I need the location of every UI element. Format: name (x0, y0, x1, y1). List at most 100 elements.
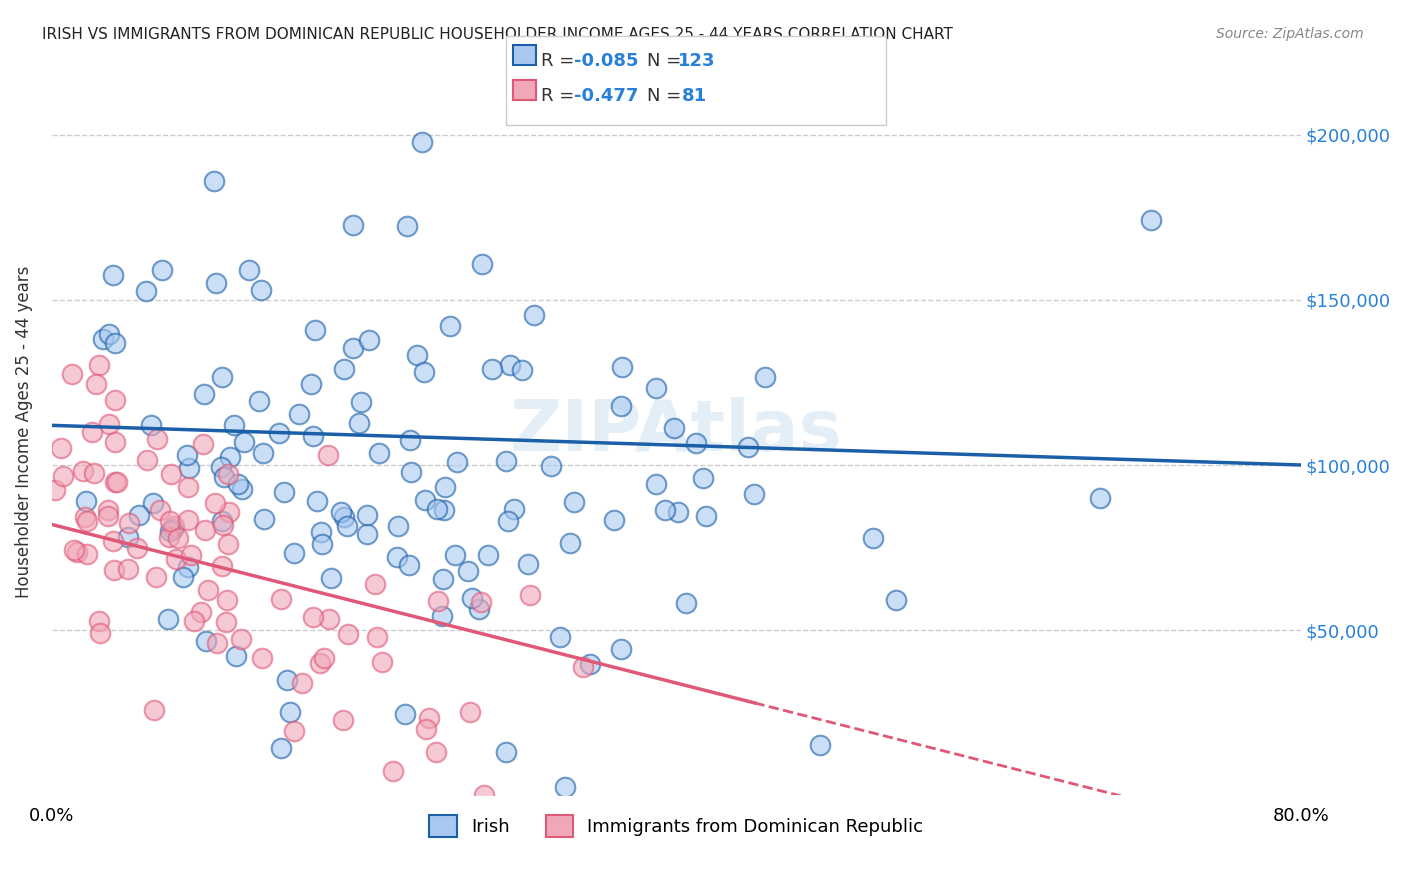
Point (270, 740, 292, 755)
Point (180, 548, 202, 562)
Point (458, 705, 481, 719)
Point (519, 588, 541, 602)
Text: Source: ZipAtlas.com: Source: ZipAtlas.com (1216, 27, 1364, 41)
Text: 81: 81 (682, 87, 707, 105)
Point (177, 461, 200, 475)
Point (128, 508, 150, 523)
Point (401, 466, 423, 480)
Point (238, 262, 260, 277)
Point (347, 416, 370, 430)
Point (495, 745, 517, 759)
Point (439, 319, 461, 334)
Point (252, 651, 274, 665)
Point (356, 526, 378, 541)
Point (270, 591, 292, 606)
Point (578, 657, 600, 671)
Point (98, 326, 121, 341)
Point (610, 641, 633, 656)
Point (247, 393, 270, 408)
Point (333, 510, 356, 524)
Point (211, 559, 233, 574)
Point (142, 703, 165, 717)
Point (610, 399, 633, 413)
Point (89, 626, 111, 640)
Point (101, 534, 124, 549)
Point (350, 395, 373, 409)
Point (446, 455, 468, 469)
Point (283, 724, 305, 739)
Y-axis label: Householder Income Ages 25 - 44 years: Householder Income Ages 25 - 44 years (15, 266, 32, 599)
Point (212, 470, 235, 484)
Point (145, 570, 167, 584)
Point (427, 594, 450, 608)
Point (554, 780, 576, 794)
Point (207, 635, 229, 649)
Point (477, 548, 499, 562)
Point (183, 614, 205, 628)
Text: ZIPAtlas: ZIPAtlas (510, 398, 842, 467)
Point (76, 514, 98, 528)
Point (309, 656, 332, 670)
Point (83, 466, 105, 480)
Point (159, 514, 181, 528)
Point (60, 368, 83, 382)
Point (610, 360, 633, 375)
Point (149, 503, 172, 517)
Point (75, 510, 97, 524)
Point (572, 660, 595, 674)
Point (177, 479, 200, 493)
Point (523, 308, 546, 322)
Point (425, 745, 447, 759)
Point (91, 332, 114, 346)
Point (231, 482, 253, 496)
Point (250, 283, 273, 297)
Point (217, 467, 239, 481)
Point (211, 514, 233, 528)
Point (276, 673, 298, 687)
Point (212, 518, 235, 533)
Point (273, 484, 295, 499)
Text: N =: N = (647, 52, 686, 70)
Point (666, 505, 689, 519)
Point (156, 612, 179, 626)
Point (356, 508, 378, 522)
Point (222, 417, 245, 432)
Point (87, 358, 110, 372)
Point (75, 494, 97, 508)
Point (288, 407, 311, 421)
Text: -0.085: -0.085 (574, 52, 638, 70)
Point (468, 601, 491, 615)
Point (215, 615, 238, 629)
Point (387, 549, 409, 564)
Point (754, 370, 776, 384)
Point (342, 218, 364, 232)
Point (104, 336, 127, 351)
Point (267, 425, 290, 440)
Point (252, 512, 274, 526)
Point (381, 764, 404, 779)
Point (692, 471, 714, 485)
Point (496, 514, 519, 528)
Point (80, 425, 103, 439)
Point (498, 359, 520, 373)
Point (395, 219, 418, 233)
Point (737, 440, 759, 454)
Point (311, 536, 333, 550)
Point (366, 630, 388, 644)
Point (399, 433, 422, 447)
Point (415, 722, 437, 736)
Point (336, 627, 359, 641)
Point (654, 503, 676, 517)
Point (301, 609, 323, 624)
Point (209, 460, 232, 475)
Point (167, 531, 190, 545)
Point (1139, 213, 1161, 227)
Point (211, 369, 233, 384)
Point (318, 612, 340, 626)
Point (84, 376, 107, 391)
Point (172, 570, 194, 584)
Point (104, 392, 127, 407)
Point (76, 548, 98, 562)
Point (118, 516, 141, 530)
Point (204, 496, 226, 510)
